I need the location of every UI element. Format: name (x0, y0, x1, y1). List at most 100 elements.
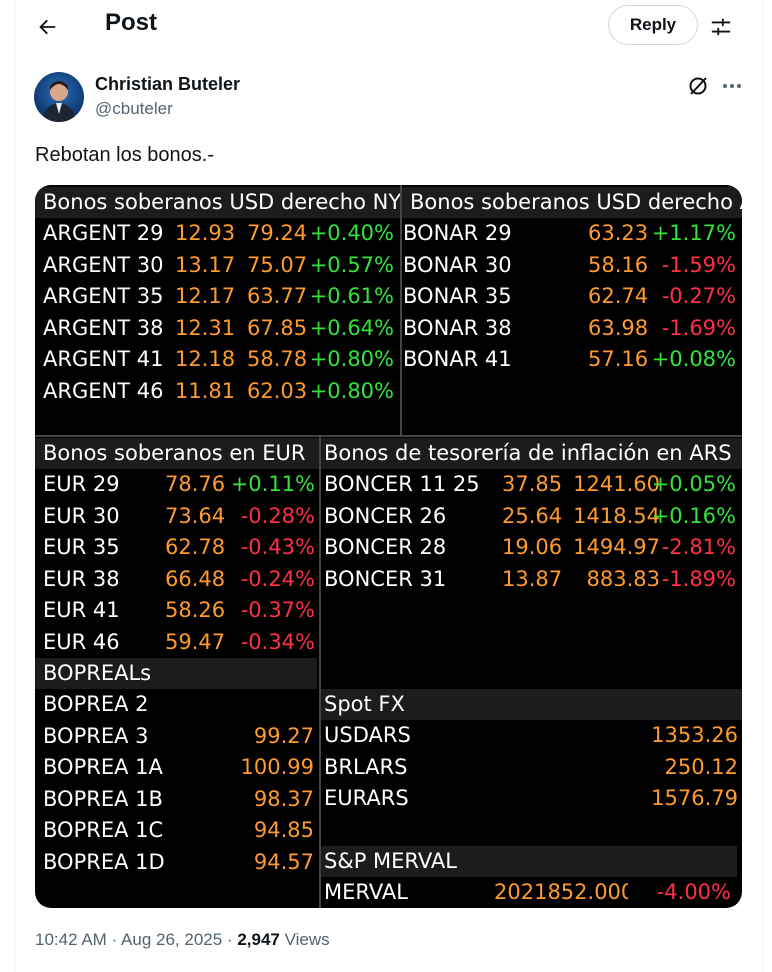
table-row: ARGENT 29 12.93 79.24 +0.40% (35, 218, 400, 250)
bond-yield: 37.85 (502, 472, 563, 496)
bond-price: 67.85 (247, 315, 308, 340)
bond-change: -1.89% (661, 566, 736, 591)
bond-price: 66.48 (165, 566, 226, 591)
bond-yield: 12.17 (175, 284, 236, 308)
table-row: EUR 29 78.76 +0.11% (35, 469, 319, 501)
bond-change: -0.34% (240, 629, 315, 654)
bond-price: 63.77 (247, 284, 308, 308)
panel-eur: Bonos soberanos en EUR EUR 29 78.76 +0.11%… (35, 438, 319, 658)
table-row: BONAR 38 63.98 -1.69% (402, 313, 742, 345)
table-row: ARGENT 35 12.17 63.77 +0.61% (35, 281, 400, 313)
bond-change: +0.64% (309, 315, 394, 340)
bond-change: -1.59% (661, 252, 736, 277)
bond-price: 63.98 (588, 315, 649, 340)
bond-change: +0.40% (309, 221, 394, 245)
bond-yield: 11.81 (175, 378, 236, 403)
bond-price: 883.83 (586, 566, 660, 591)
bond-name: BONAR 41 (403, 347, 512, 371)
bond-change: -2.81% (661, 535, 736, 559)
table-row: ARGENT 46 11.81 62.03 +0.80% (35, 376, 400, 408)
table-row: EURARS 1576.79 (321, 783, 742, 815)
bond-price: 78.76 (165, 472, 226, 496)
bond-name: BOPREA 1C (43, 818, 164, 842)
index-change: -4.00% (656, 880, 731, 904)
fx-pair: EURARS (324, 786, 409, 810)
bond-name: BOPREA 1A (43, 755, 163, 779)
bond-change: -0.37% (240, 598, 315, 622)
table-row: ARGENT 38 12.31 67.85 +0.64% (35, 313, 400, 345)
bond-price: 58.26 (165, 598, 226, 622)
bond-change: +0.80% (309, 347, 394, 371)
bond-price: 1418.54 (573, 503, 660, 528)
table-row: BONAR 30 58.16 -1.59% (402, 250, 742, 282)
table-row: BOPREA 1C 94.85 (35, 815, 317, 847)
bond-name: ARGENT 30 (43, 252, 164, 277)
author-handle[interactable]: @cbuteler (95, 99, 173, 118)
post-meta: 10:42 AM · Aug 26, 2025 · 2,947 Views (35, 930, 330, 950)
bond-price: 94.57 (253, 849, 314, 874)
filter-settings-icon[interactable] (704, 10, 738, 44)
grok-icon[interactable] (686, 74, 710, 98)
bond-name: BONCER 11 25 (324, 472, 480, 496)
fx-pair: BRLARS (324, 754, 408, 779)
back-arrow-icon[interactable] (30, 10, 64, 44)
page-title: Post (105, 9, 158, 36)
table-row: EUR 41 58.26 -0.37% (35, 595, 319, 627)
panel-title: S&P MERVAL (321, 846, 737, 877)
bond-price: 1241.60 (573, 472, 660, 496)
panel-title: Bonos soberanos en EUR (35, 438, 319, 469)
bond-name: ARGENT 35 (43, 284, 164, 308)
bond-yield: 12.31 (175, 315, 236, 340)
divider (35, 435, 742, 437)
separator: · (111, 930, 118, 949)
reply-button[interactable]: Reply (608, 5, 698, 45)
bond-change: -0.27% (661, 284, 736, 308)
bond-name: EUR 38 (43, 566, 120, 591)
bond-yield: 19.06 (502, 535, 563, 559)
table-row: USDARS 1353.26 (321, 720, 742, 752)
fx-price: 1353.26 (651, 723, 738, 747)
bond-change: +0.08% (651, 347, 736, 371)
avatar[interactable] (34, 72, 84, 122)
bond-price: 58.16 (588, 252, 649, 277)
panel-boncer: Bonos de tesorería de inflación en ARS B… (321, 438, 742, 595)
more-options-icon[interactable] (720, 74, 744, 98)
bond-price: 1494.97 (573, 535, 660, 559)
bond-price: 59.47 (165, 629, 226, 654)
tweet-image-market-terminal[interactable]: Bonos soberanos USD derecho NY ARGENT 29… (35, 185, 742, 908)
table-row: BONAR 41 57.16 +0.08% (402, 344, 742, 376)
index-value: 2021852.000 (494, 880, 628, 904)
bond-name: BOPREA 1B (43, 786, 163, 811)
table-row: BOPREA 2 (35, 689, 317, 721)
post-date[interactable]: Aug 26, 2025 (121, 930, 223, 949)
table-row: BOPREA 1A 100.99 (35, 752, 317, 784)
tweet-text: Rebotan los bonos.- (35, 144, 215, 166)
table-row: BONCER 31 13.87 883.83 -1.89% (321, 564, 742, 596)
views-label: Views (284, 930, 330, 949)
bond-price: 75.07 (247, 252, 308, 277)
panel-usd-arg: Bonos soberanos USD derecho A BONAR 29 63… (402, 187, 742, 376)
bond-yield: 12.93 (175, 221, 236, 245)
post-time[interactable]: 10:42 AM (35, 930, 107, 949)
bond-change: -0.43% (240, 535, 315, 559)
bond-name: BONCER 31 (324, 566, 447, 591)
bond-name: ARGENT 46 (43, 378, 164, 403)
bond-name: BONCER 28 (324, 535, 447, 559)
table-row: BOPREA 1B 98.37 (35, 784, 317, 816)
views-count: 2,947 (237, 930, 280, 949)
table-row: BRLARS 250.12 (321, 752, 742, 784)
bond-name: BONAR 29 (403, 221, 512, 245)
bond-price: 100.99 (240, 755, 314, 779)
table-row: BOPREA 3 99.27 (35, 721, 317, 753)
bond-yield: 13.87 (502, 566, 563, 591)
bond-name: BONAR 35 (403, 284, 512, 308)
panel-spot-fx: Spot FX USDARS 1353.26 BRLARS 250.12 EURAR… (321, 689, 742, 815)
bond-change: +0.80% (309, 378, 394, 403)
bond-price: 99.27 (253, 723, 314, 748)
table-row: EUR 46 59.47 -0.34% (35, 627, 319, 659)
bond-name: EUR 41 (43, 598, 120, 622)
bond-change: +0.16% (651, 503, 736, 528)
bond-price: 98.37 (253, 786, 314, 811)
table-row: BOPREA 1D 94.57 (35, 847, 317, 879)
author-name[interactable]: Christian Buteler (95, 74, 241, 94)
